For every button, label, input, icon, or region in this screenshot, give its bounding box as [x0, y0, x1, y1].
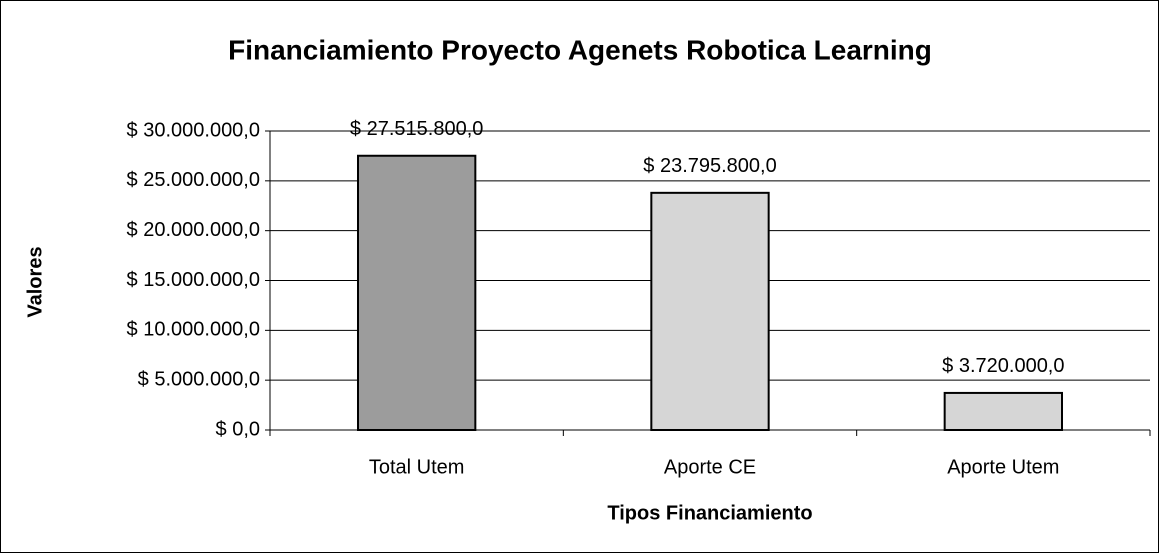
y-tick-label: $ 0,0 [216, 418, 260, 440]
data-label: $ 3.720.000,0 [942, 355, 1064, 377]
y-axis-label: Valores [24, 246, 46, 317]
bar [357, 154, 477, 431]
data-label: $ 23.795.800,0 [643, 155, 776, 177]
data-label: $ 27.515.800,0 [350, 118, 483, 140]
y-tick-label: $ 15.000.000,0 [127, 269, 260, 291]
y-tick-label: $ 30.000.000,0 [127, 119, 260, 141]
bar [650, 191, 770, 431]
y-tick-label: $ 20.000.000,0 [127, 219, 260, 241]
x-tick-label: Aporte Utem [947, 456, 1059, 478]
bar [943, 391, 1064, 432]
x-axis-label: Tipos Financiamiento [607, 502, 812, 524]
y-tick-label: $ 5.000.000,0 [138, 368, 260, 390]
y-tick-label: $ 25.000.000,0 [127, 169, 260, 191]
x-tick-label: Aporte CE [664, 456, 756, 478]
x-tick-label: Total Utem [369, 456, 465, 478]
y-tick-label: $ 10.000.000,0 [127, 319, 260, 341]
chart-title: Financiamiento Proyecto Agenets Robotica… [228, 34, 932, 65]
